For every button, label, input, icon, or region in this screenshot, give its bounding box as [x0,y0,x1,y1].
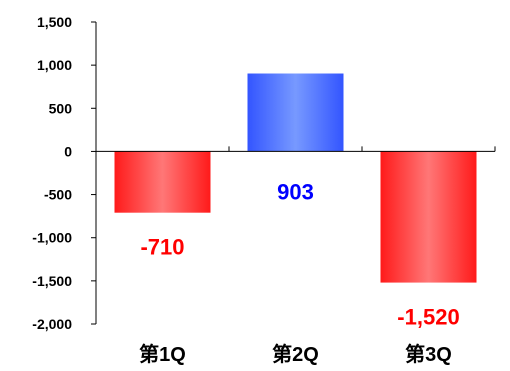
data-label-3: -1,520 [397,305,459,330]
zero-axis [96,146,496,152]
y-tick-label: -1,000 [32,230,72,246]
y-tick-label: 500 [49,100,73,116]
y-tick-label: 0 [64,143,72,159]
y-axis: 1,500 1,000 500 0 -500 -1,000 -1,500 -2,000 [32,14,97,332]
category-label-2: 第2Q [272,342,319,366]
y-tick-label: -1,500 [32,273,72,289]
data-labels: -710 903 -1,520 [140,179,459,329]
bar-3 [380,151,477,283]
category-labels: 第1Q 第2Q 第3Q [139,342,452,366]
y-tick-label: -2,000 [32,316,72,332]
data-label-1: -710 [140,235,184,260]
bar-1 [114,151,211,213]
category-label-3: 第3Q [405,342,452,366]
data-label-2: 903 [277,179,314,204]
y-tick-label: 1,000 [37,57,72,73]
y-tick-label: 1,500 [37,14,72,30]
category-label-1: 第1Q [139,342,186,366]
y-tick-label: -500 [44,187,72,203]
bars [114,73,477,283]
bar-2 [247,73,344,152]
